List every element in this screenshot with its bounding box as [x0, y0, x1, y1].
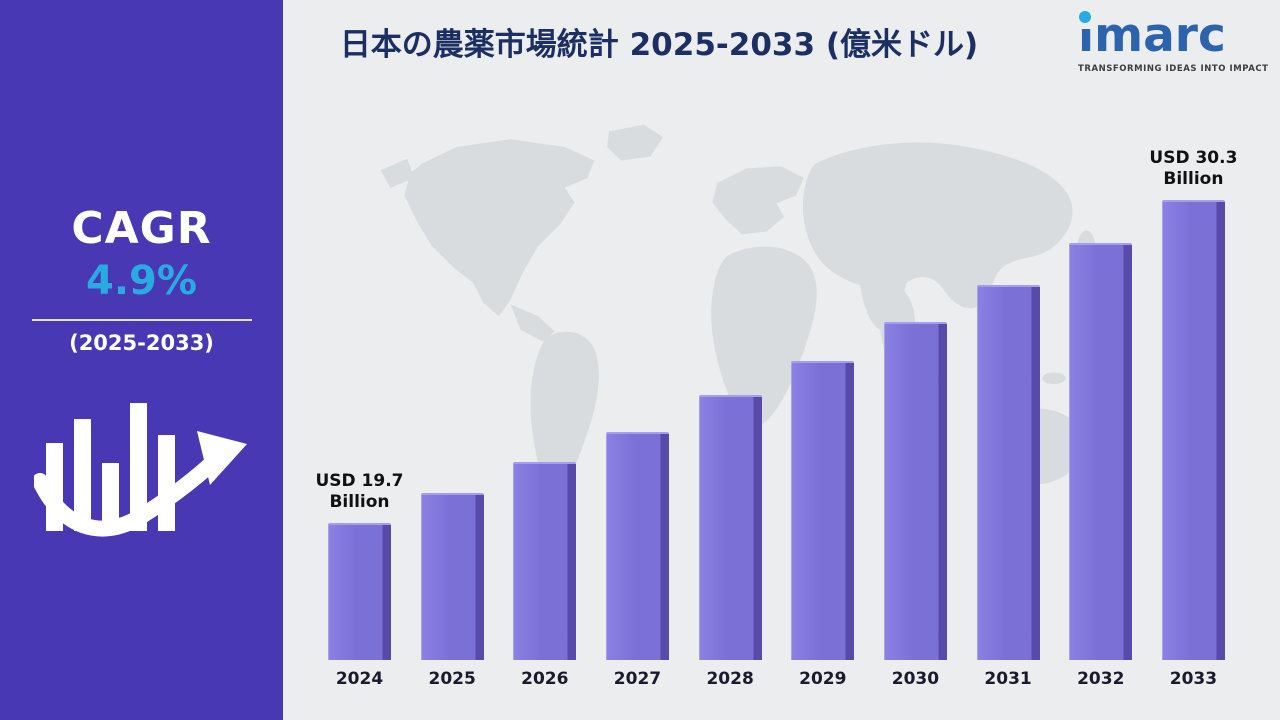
x-axis-label: 2026 [521, 669, 569, 689]
data-label-2024: USD 19.7 Billion [315, 470, 404, 512]
bar-2033 [1161, 200, 1225, 660]
x-axis-label: 2030 [891, 669, 940, 689]
bar-column-2025: 2025 [420, 493, 484, 690]
x-axis-label: 2024 [335, 669, 384, 689]
x-axis-label: 2028 [706, 669, 754, 689]
imarc-logo-tagline: TRANSFORMING IDEAS INTO IMPACT [1078, 64, 1269, 74]
bar-2030 [883, 322, 947, 660]
x-axis-label: 2031 [984, 669, 1032, 689]
data-label-2033: USD 30.3 Billion [1149, 147, 1238, 189]
bar-2025 [420, 493, 484, 660]
imarc-logo: imarc TRANSFORMING IDEAS INTO IMPACT [1077, 8, 1269, 74]
chart-area: 日本の農薬市場統計 2025-2033 (億米ドル) imarc TRANSFO… [283, 0, 1280, 720]
bar-2027 [605, 432, 669, 660]
x-axis-label: 2027 [613, 669, 662, 689]
bar-2031 [976, 285, 1040, 660]
page-title: 日本の農薬市場統計 2025-2033 (億米ドル) [339, 27, 979, 63]
cagr-value: 4.9% [86, 258, 197, 305]
bar-column-2024: 2024 USD 19.7 Billion [315, 471, 403, 690]
bar-2028 [698, 395, 762, 660]
bar-2029 [791, 361, 855, 660]
bar-column-2028: 2028 [698, 395, 762, 690]
icon-bar [130, 403, 147, 532]
cagr-period: (2025-2033) [69, 331, 214, 356]
bar-2024 [328, 523, 391, 660]
bar-column-2026: 2026 [513, 462, 577, 690]
icon-bar [102, 463, 119, 532]
bar-2032 [1069, 243, 1133, 660]
bar-column-2033: 2033 USD 30.3 Billion [1149, 148, 1237, 690]
bar-column-2029: 2029 [791, 361, 855, 690]
bar-column-2027: 2027 [605, 432, 669, 690]
upward-arrow-icon [34, 431, 247, 537]
x-axis-label: 2025 [428, 669, 476, 689]
x-axis-label: 2033 [1169, 669, 1218, 689]
bar-column-2031: 2031 [976, 285, 1040, 690]
bar-2026 [513, 462, 577, 660]
imarc-logo-wordmark: imarc [1077, 8, 1226, 63]
divider [31, 319, 252, 322]
cagr-label: CAGR [71, 203, 212, 254]
bar-column-2030: 2030 [883, 322, 947, 690]
growth-chart-icon [34, 389, 249, 549]
cagr-sidebar: CAGR 4.9% (2025-2033) [0, 0, 283, 720]
x-axis-label: 2032 [1077, 669, 1125, 689]
icon-bar [74, 419, 91, 532]
bar-chart: 2024 USD 19.7 Billion 2025 2026 2027 2028 2029… [315, 148, 1237, 690]
bar-column-2032: 2032 [1069, 243, 1133, 690]
x-axis-label: 2029 [799, 669, 847, 689]
